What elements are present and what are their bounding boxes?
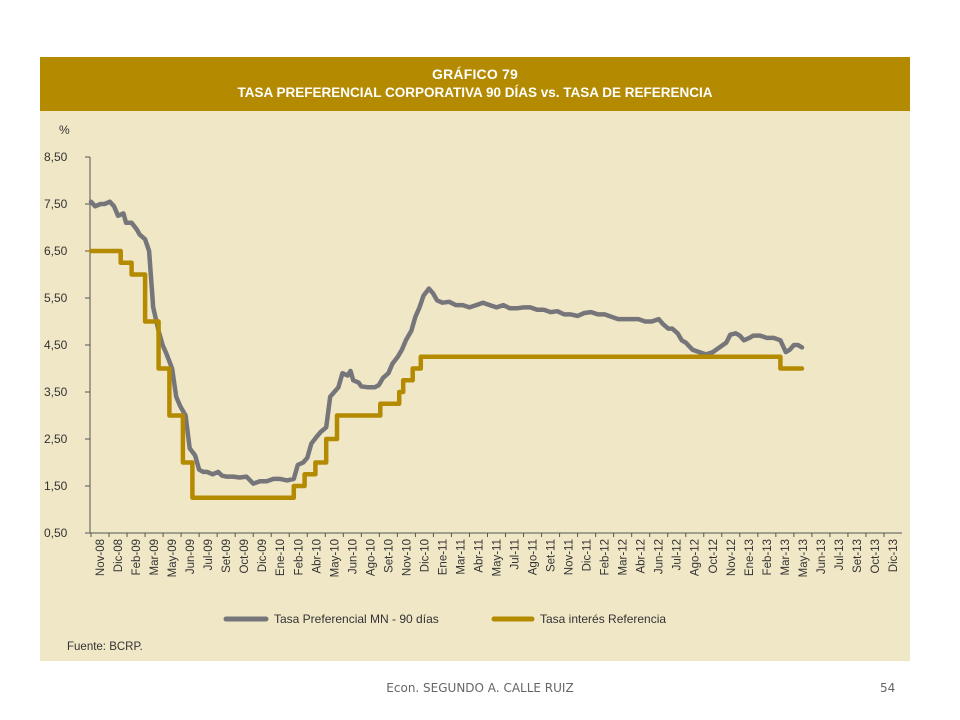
x-tick-label: Ago-11 [528,539,540,575]
x-tick-label: May-09 [167,539,179,577]
x-tick-label: Jul-11 [510,539,522,569]
x-tick-label: Ene-11 [437,539,449,575]
x-tick-label: Oct-12 [708,539,720,574]
series-line-tasa-preferencial [88,199,805,486]
y-tick-label: 4,50 [44,338,68,352]
x-tick-label: May-13 [798,539,810,577]
x-tick-label: Set-10 [383,539,395,573]
x-tick-label: Mar-12 [618,539,630,575]
x-tick-label: Nov-08 [95,539,107,576]
x-tick-label: Dic-13 [888,539,900,572]
y-tick-label: 8,50 [44,150,68,164]
line-chart: % 8,50 7,50 6,50 5,50 4,50 3,50 2,50 1,50 0,50 Nov… [44,123,902,626]
y-tick-label: 6,50 [44,244,68,258]
y-tick-label: 1,50 [44,479,68,493]
y-tick-label: 3,50 [44,385,68,399]
x-tick-label: Mar-09 [149,539,161,575]
slide-footer: Econ. SEGUNDO A. CALLE RUIZ [386,681,574,695]
chart-figure: GRÁFICO 79 TASA PREFERENCIAL CORPORATIVA… [40,57,910,661]
y-tick-label: 2,50 [44,432,68,446]
x-tick-label: Mar-11 [455,539,467,575]
x-tick-label: Set-09 [221,539,233,573]
x-tick-label: Feb-13 [762,539,774,575]
x-tick-label: Abr-11 [473,539,485,573]
x-tick-label: Ene-13 [744,539,756,576]
x-tick-label: Abr-12 [636,539,648,574]
x-tick-label: Oct-09 [239,539,251,574]
x-tick-label: Jun-10 [347,539,359,574]
x-tick-label: Nov-10 [401,539,413,576]
x-tick-label: Nov-12 [726,539,738,576]
x-tick-label: Mar-13 [780,539,792,575]
chart-title: GRÁFICO 79 [431,66,518,82]
x-tick-label: Dic-11 [582,539,594,571]
series-line-tasa-referencia [88,248,805,501]
x-tick-label: Dic-10 [419,539,431,572]
page-number: 54 [880,681,896,695]
chart-header: GRÁFICO 79 TASA PREFERENCIAL CORPORATIVA… [40,57,910,111]
chart-subtitle: TASA PREFERENCIAL CORPORATIVA 90 DÍAS vs… [237,85,713,100]
x-tick-label: Jun-12 [654,539,666,574]
y-tick-label: 0,50 [44,526,68,540]
x-tick-label: Ago-10 [365,539,377,576]
x-tick-label: Feb-12 [600,539,612,575]
legend-label: Tasa Preferencial MN - 90 días [274,612,439,626]
x-tick-label: Oct-13 [870,539,882,574]
legend-label: Tasa interés Referencia [540,612,666,626]
x-tick-label: Jul-09 [203,539,215,570]
y-tick-label: 5,50 [44,291,68,305]
x-tick-label: Feb-09 [131,539,143,575]
x-tick-label: Ago-12 [690,539,702,576]
x-tick-label: Jul-13 [834,539,846,570]
x-tick-label: Set-13 [852,539,864,573]
source-note: Fuente: BCRP. [67,641,143,653]
x-tick-label: Set-11 [546,539,558,572]
x-tick-label: Feb-10 [293,539,305,575]
x-tick-label: Abr-10 [311,539,323,574]
x-tick-label: May-10 [329,539,341,577]
x-tick-label: Dic-09 [257,539,269,572]
x-tick-label: Nov-11 [564,539,576,575]
x-tick-label: Dic-08 [113,539,125,572]
x-tick-label: Ene-10 [275,539,287,576]
x-tick-label: Jun-13 [816,539,828,574]
x-tick-label: Jun-09 [185,539,197,574]
y-tick-label: 7,50 [44,197,68,211]
y-axis-unit: % [59,123,70,137]
x-tick-label: Jul-12 [672,539,684,570]
x-tick-label: May-11 [492,539,504,577]
